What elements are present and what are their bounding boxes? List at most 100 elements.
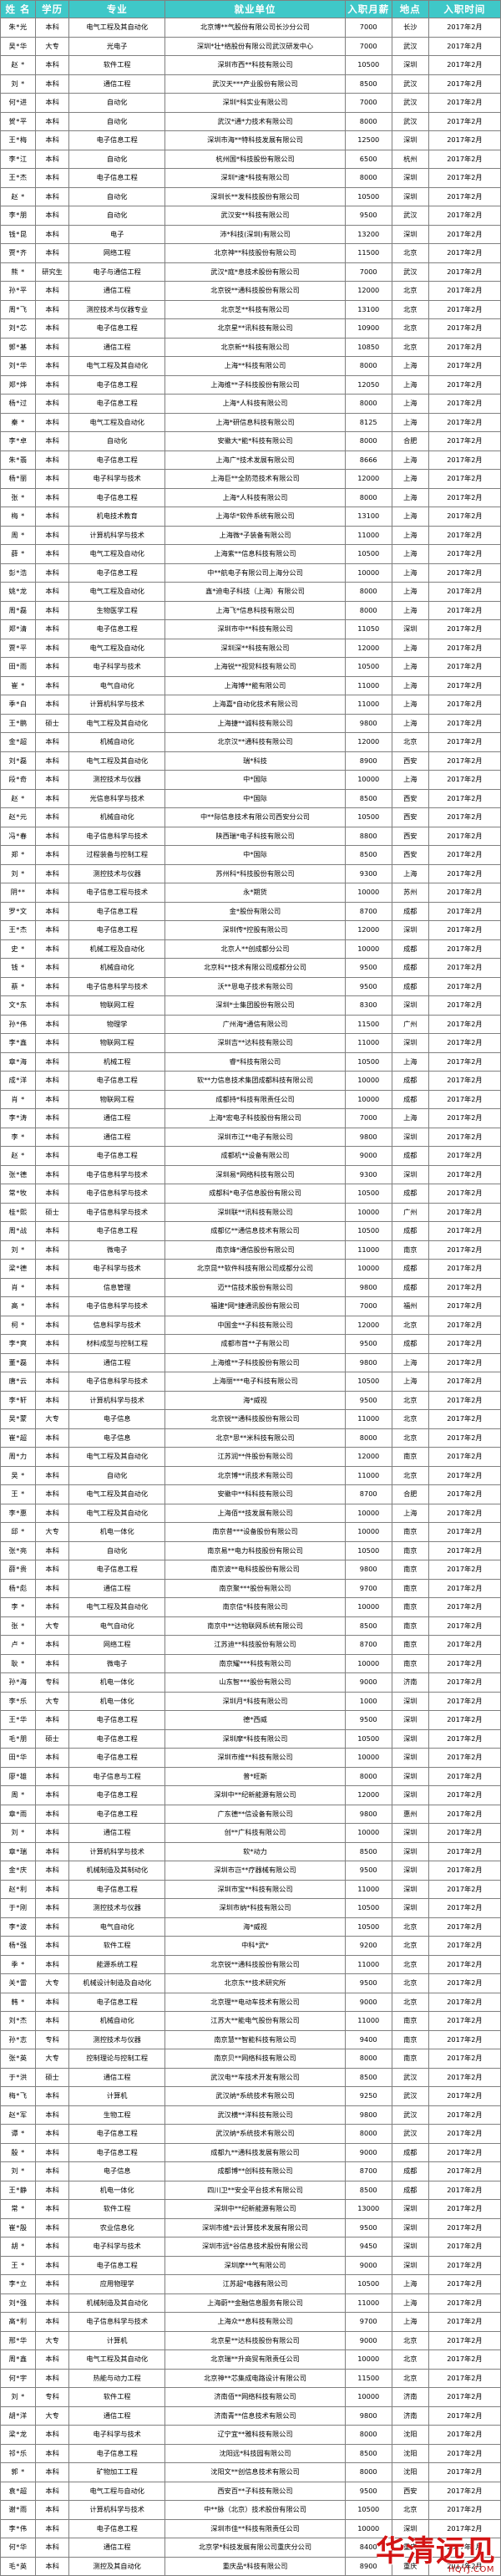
table-row[interactable]: 郭 * 本科 矿物加工工程 沈阳文**创信息技术有限公司 8000 沈阳 2017年2月 [0, 2462, 501, 2482]
column-header-major[interactable]: 专业 [68, 0, 166, 18]
table-row[interactable]: 谢*雨 本科 计算机科学与技术 中**脉（北京）技术股份有限公司 10500 北京 2017… [0, 2500, 501, 2520]
table-row[interactable]: 阴** 本科 电子信息工程与技术 永*期货 10000 苏州 2017年2月 [0, 883, 501, 903]
table-row[interactable]: 何*进 本科 自动化 深圳*科实业有限公司 7000 武汉 2017年2月 [0, 93, 501, 113]
table-row[interactable]: 李*卓 本科 自动化 安徽大*能*科技有限公司 8000 合肥 2017年2月 [0, 431, 501, 451]
table-row[interactable]: 周 * 本科 计算机科学与技术 上海微*子装备有限公司 11000 上海 2017年2月 [0, 525, 501, 545]
table-row[interactable]: 刘*强 本科 机械制造及其自动化 上海蔚**金融信息服务有限公司 11000 上海 2017… [0, 2293, 501, 2313]
column-header-city[interactable]: 地点 [391, 0, 429, 18]
table-row[interactable]: 季*白 本科 计算机科学与技术 上海嘉*自动化技术有限公司 11000 上海 2017年2月 [0, 695, 501, 715]
table-row[interactable]: 孙*伟 本科 物理学 广州海*通信有限公司 11500 广州 2017年2月 [0, 1014, 501, 1034]
table-row[interactable]: 吴*蒙 大专 电子信息 北京锐**通科技股份有限公司 11000 北京 2017年2月 [0, 1409, 501, 1429]
table-row[interactable]: 高*利 本科 电子信息科学与技术 上海众**息科技有限公司 9700 上海 2017年2月 [0, 2312, 501, 2332]
table-row[interactable]: 贾*齐 本科 网络工程 北京神**科技股份有限公司 11500 北京 2017年2月 [0, 243, 501, 263]
table-row[interactable]: 梁*龙 本科 电子科学与技术 辽宁宜**雅科技有限公司 8000 沈阳 2017年2月 [0, 2425, 501, 2445]
table-row[interactable]: 李*波 本科 电气自动化 海*威视 10500 北京 2017年2月 [0, 1917, 501, 1937]
table-row[interactable]: 章*海 本科 机械工程 睿*科技有限公司 10500 上海 2017年2月 [0, 1051, 501, 1072]
table-row[interactable]: 王*华 本科 电子信息工程 德*西威 9500 深圳 2017年2月 [0, 1710, 501, 1730]
table-row[interactable]: 何*宇 本科 热能与动力工程 北京神**芯集成电路设计有限公司 11500 北京 2017年… [0, 2368, 501, 2388]
table-row[interactable]: 周 * 本科 电子信息工程 深圳中**纪新能源有限公司 12000 深圳 2017年2月 [0, 1785, 501, 1805]
table-row[interactable]: 孙*平 本科 通信工程 北京锐**通科技股份有限公司 12000 北京 2017年2月 [0, 281, 501, 301]
table-row[interactable]: 常*牧 本科 电子信息科学与技术 成都科*电子信息股份有限公司 10500 成都 2017年… [0, 1184, 501, 1204]
table-row[interactable]: 赵 * 本科 电子信息工程 成都机**设备有限公司 9000 成都 2017年2月 [0, 1146, 501, 1166]
table-row[interactable]: 李*惠 本科 电气工程及其自动化 上海佰**技发展有限公司 10000 上海 2017年2月 [0, 1503, 501, 1523]
table-row[interactable]: 崔 * 本科 电气自动化 上海博**能有限公司 11000 上海 2017年2月 [0, 675, 501, 695]
table-row[interactable]: 刘*华 本科 电气工程及其自动化 上海**科技有限公司 8000 上海 2017年2月 [0, 356, 501, 376]
table-row[interactable]: 彭*浩 本科 电子信息工程 中**航电子有限公司上海分公司 10000 上海 2017年2月 [0, 563, 501, 583]
table-row[interactable]: 周*战 本科 电子信息工程 成都亿**通信息技术有限公司 10500 成都 2017年2月 [0, 1221, 501, 1241]
table-row[interactable]: 李*伟 本科 电子信息工程 深圳市佳**科技有限责任公司 10000 深圳 2017年2月 [0, 2518, 501, 2538]
table-row[interactable]: 李*江 本科 自动化 杭州国*科技股份有限公司 6500 杭州 2017年2月 [0, 149, 501, 169]
table-row[interactable]: 章*雨 本科 电子信息工程 广东德**信设备有限公司 9800 惠州 2017年2月 [0, 1804, 501, 1824]
table-row[interactable]: 刘 * 本科 电子信息 成都博**创科技有限公司 8700 成都 2017年2月 [0, 2161, 501, 2181]
table-row[interactable]: 赵*军 本科 生物工程 武汉横**洋科技有限公司 9800 武汉 2017年2月 [0, 2105, 501, 2125]
table-row[interactable]: 郑 * 本科 过程装备与控制工程 中*国际 8500 西安 2017年2月 [0, 845, 501, 865]
table-row[interactable]: 卢 * 本科 网络工程 江苏迪**科技股份有限公司 8700 南京 2017年2月 [0, 1635, 501, 1655]
table-row[interactable]: 姚*龙 本科 电气工程及自动化 鑫*迪电子科技（上海）有限公司 8000 上海 2017年2… [0, 582, 501, 602]
table-row[interactable]: 郑*清 本科 电子信息工程 深圳市中**科技有限公司 11050 深圳 2017年2月 [0, 619, 501, 639]
table-row[interactable]: 吴*华 大专 光电子 深圳*壮*络股份有限公司武汉研发中心 7000 武汉 2017年2月 [0, 36, 501, 56]
table-row[interactable]: 成*洋 本科 电子信息工程 软**力信息技术集团成都科技有限公司 10000 成都 2017… [0, 1071, 501, 1091]
table-row[interactable]: 李 * 本科 通信工程 深圳市江**电子有限公司 9800 深圳 2017年2月 [0, 1127, 501, 1147]
table-row[interactable]: 朱*翡 本科 电子信息工程 上海广*技术发展有限公司 8666 上海 2017年2月 [0, 450, 501, 470]
table-row[interactable]: 张*英 大专 控制理论与控制工程 南京贝**网络科技有限公司 8000 南京 2017年2月 [0, 2049, 501, 2069]
table-row[interactable]: 朱*光 本科 电气工程及其自动化 北京博**气股份有限公司长沙分公司 7000 长沙 201… [0, 18, 501, 38]
table-row[interactable]: 关*雷 大专 机械设计制造及自动化 北京东**技术研究所 9500 北京 2017年2月 [0, 1973, 501, 1993]
table-row[interactable]: 廖*雄 本科 电子信息与工程 普*旺斯 8000 深圳 2017年2月 [0, 1766, 501, 1786]
table-row[interactable]: 何*华 本科 通信工程 北京学*科技发展有限公司重庆分公司 8400 重庆 2017年2月 [0, 2538, 501, 2558]
table-row[interactable]: 李*朋 本科 自动化 武汉安**科技有限公司 9500 武汉 2017年2月 [0, 206, 501, 226]
table-row[interactable]: 王 * 本科 电气工程及其自动化 安徽中**科科技有限公司 8700 合肥 2017年2月 [0, 1484, 501, 1504]
table-row[interactable]: 薛 * 本科 电气工程及自动化 上海紫**信息科技有限公司 10500 上海 2017年2月 [0, 544, 501, 564]
table-row[interactable]: 李*乐 大专 机电一体化 深圳月*科技有限公司 1000 深圳 2017年2月 [0, 1691, 501, 1711]
table-row[interactable]: 李*轩 本科 计算机科学与技术 海*威视 9500 北京 2017年2月 [0, 1390, 501, 1410]
table-row[interactable]: 袁*超 本科 电气工程与自动化 西安百**子科技有限公司 9500 西安 2017年2月 [0, 2481, 501, 2501]
table-row[interactable]: 于*洪 硕士 通信工程 武汉电**车技术开发有限公司 8500 武汉 2017年2月 [0, 2067, 501, 2087]
table-row[interactable]: 梅 * 本科 机电技术教育 上海华*软件系统有限公司 13100 上海 2017年2月 [0, 507, 501, 527]
table-row[interactable]: 刘 * 本科 微电子 南京烽*通信股份有限公司 11000 南京 2017年2月 [0, 1240, 501, 1260]
table-row[interactable]: 薛*贵 本科 电子信息工程 南京波**电科技股份有限公司 9800 南京 2017年2月 [0, 1560, 501, 1580]
table-row[interactable]: 崔*超 本科 电子信息 北京*思**米科技有限公司 8000 北京 2017年2月 [0, 1428, 501, 1448]
table-row[interactable]: 贾*平 本科 电气工程及自动化 深圳深**科技有限公司 12000 上海 2017年2月 [0, 638, 501, 658]
table-row[interactable]: 耿 * 本科 微电子 南京耀***科技有限公司 10000 南京 2017年2月 [0, 1653, 501, 1673]
table-row[interactable]: 梅*飞 本科 计算机 武汉纳*系统技术有限公司 9250 武汉 2017年2月 [0, 2086, 501, 2106]
table-row[interactable]: 周*力 本科 电气工程及其自动化 江苏润**件股份有限公司 12000 南京 2017年2月 [0, 1447, 501, 1467]
table-row[interactable]: 赵*元 本科 机械自动化 中**际信息技术有限公司西安分公司 10500 西安 2017年2… [0, 807, 501, 827]
table-row[interactable]: 殷 * 本科 电子信息工程 成都九**通科技发展有限公司 9000 成都 2017年2月 [0, 2142, 501, 2162]
table-row[interactable]: 李*立 本科 应用物理学 江苏超*电器有限公司 10500 上海 2017年2月 [0, 2274, 501, 2294]
table-row[interactable]: 胡*洋 大专 通信工程 济南青**信息技术有限公司 9800 济南 2017年2月 [0, 2405, 501, 2426]
table-row[interactable]: 梁*德 本科 电子科学与技术 北京昆**软件科技有限公司成都分公司 10000 成都 201… [0, 1259, 501, 1279]
table-row[interactable]: 邱 * 大专 机电一体化 南京昔***设备股份有限公司 10000 南京 2017年2月 [0, 1522, 501, 1542]
table-row[interactable]: 杨*彪 本科 通信工程 南京聚***股份有限公司 9700 南京 2017年2月 [0, 1578, 501, 1598]
table-row[interactable]: 罗*文 本科 电子信息工程 金*股份有限公司 8700 成都 2017年2月 [0, 901, 501, 921]
table-row[interactable]: 刘 * 本科 测控技术与仪器 苏州科*科技股份有限公司 9300 上海 2017年2月 [0, 863, 501, 883]
table-row[interactable]: 邢*华 大专 计算机 北京星**达科技股份有限公司 9000 北京 2017年2月 [0, 2330, 501, 2350]
table-row[interactable]: 于*刚 本科 测控技术与仪器 深圳市纳*科技有限公司 10500 深圳 2017年2月 [0, 1898, 501, 1918]
table-row[interactable]: 杨*过 本科 电子信息工程 上海*人科技有限公司 8000 上海 2017年2月 [0, 394, 501, 414]
table-row[interactable]: 金*超 本科 机械自动化 北京汉**通科技有限公司 12000 北京 2017年2月 [0, 732, 501, 752]
table-row[interactable]: 吴 * 本科 自动化 北京博**讯技术有限公司 11000 北京 2017年2月 [0, 1465, 501, 1485]
table-row[interactable]: 刘*磊 本科 电气工程及其自动化 瑞*科技 8900 西安 2017年2月 [0, 751, 501, 771]
column-header-employer[interactable]: 就业单位 [164, 0, 346, 18]
table-row[interactable]: 赵 * 本科 软件工程 深圳市西**科技有限公司 10500 深圳 2017年2月 [0, 55, 501, 75]
table-row[interactable]: 张*德 本科 电子信息科学与技术 深圳易*网络科技有限公司 9300 深圳 2017年2月 [0, 1164, 501, 1184]
table-row[interactable]: 崔*殷 本科 农业信息化 深圳市维*云计算技术发展有限公司 9500 深圳 2017年2月 [0, 2217, 501, 2237]
table-row[interactable]: 张*亮 本科 自动化 南京易**电力科技股份有限公司 10500 南京 2017年2月 [0, 1540, 501, 1560]
table-row[interactable]: 常 * 本科 软件工程 深圳中**纪新能源有限公司 13000 深圳 2017年2月 [0, 2199, 501, 2219]
table-row[interactable]: 段*奇 本科 测控技术与仪器 中*国际 10000 上海 2017年2月 [0, 770, 501, 790]
table-row[interactable]: 冯*春 本科 电子信息科学与技术 陕西瑞*电子科技有限公司 8800 西安 2017年2月 [0, 826, 501, 846]
table-row[interactable]: 周*鑫 本科 电气工程及其自动化 北京瑞**升商贸有限责任公司 10000 北京 2017年… [0, 2349, 501, 2370]
table-row[interactable]: 赵*利 本科 电子信息工程 深圳市宝**科技有限公司 11000 深圳 2017年2月 [0, 1879, 501, 1899]
table-row[interactable]: 史 * 本科 机械工程及自动化 北京人**创成都分公司 10000 成都 2017年2月 [0, 939, 501, 959]
table-row[interactable]: 金*庆 本科 机械制造及其制动化 深圳市岂**疗器械有限公司 9500 深圳 2017年2月 [0, 1861, 501, 1881]
table-row[interactable]: 钱 * 本科 机械自动化 北京科**技术有限公司成都分公司 9500 成都 2017年2月 [0, 958, 501, 978]
table-row[interactable]: 周*飞 本科 测控技术与仪器专业 北京芝**科技有限公司 13100 北京 2017年2月 [0, 299, 501, 319]
table-row[interactable]: 田*雨 本科 电子科学与技术 上海锐**视觉科技有限公司 10500 上海 2017年2月 [0, 657, 501, 677]
table-row[interactable]: 贺*平 本科 自动化 武汉*通*力技术有限公司 8000 武汉 2017年2月 [0, 111, 501, 131]
table-row[interactable]: 秦 * 本科 电气工程及自动化 上海*研信息科技有限公司 8125 上海 2017年2月 [0, 412, 501, 432]
table-row[interactable]: 刘 * 本科 通信工程 武汉天***产业股份有限公司 8500 武汉 2017年2月 [0, 74, 501, 94]
table-row[interactable]: 李*爽 本科 材料成型与控制工程 成都市首**子有限公司 9500 成都 2017年2月 [0, 1334, 501, 1354]
table-row[interactable]: 李 * 本科 电气工程及其自动化 南京信*科技有限公司 10000 南京 2017年2月 [0, 1597, 501, 1617]
column-header-salary[interactable]: 入职月薪 [344, 0, 392, 18]
table-row[interactable]: 柯 * 本科 信息科学与技术 中国金**子科技有限公司 12000 北京 2017年2月 [0, 1315, 501, 1335]
table-row[interactable]: 张 * 本科 电子信息工程 上海*人科技有限公司 8000 上海 2017年2月 [0, 487, 501, 507]
table-row[interactable]: 李*涛 本科 通信工程 上海*宏电子科技股份有限公司 7000 上海 2017年2月 [0, 1108, 501, 1128]
